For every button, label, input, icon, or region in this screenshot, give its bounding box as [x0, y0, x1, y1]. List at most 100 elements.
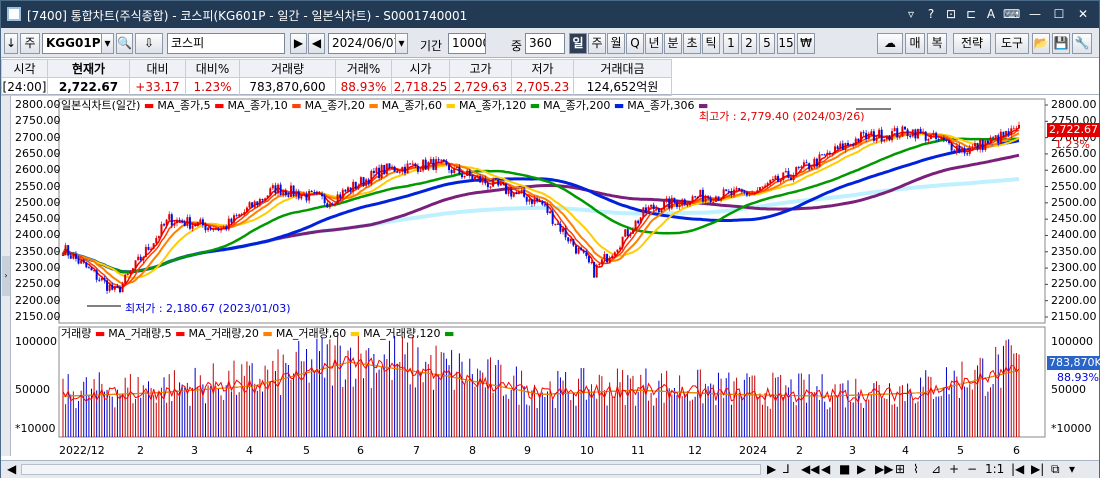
stock-type-button[interactable]: 주 [20, 33, 40, 54]
price-ytick-right: 2400.00 [1051, 228, 1097, 242]
legend-item[interactable]: MA_종가,10 ▬ [227, 99, 301, 112]
zoom-in-button[interactable]: + [949, 462, 960, 476]
legend-item[interactable]: 거래량 ▬ [61, 327, 105, 340]
bracket-button[interactable]: ⅃ [783, 462, 790, 476]
dropdown-icon[interactable]: ▿ [907, 7, 915, 21]
interval-1-button[interactable]: 1 [723, 33, 739, 54]
price-ytick-left: 2150.00 [15, 310, 61, 323]
period-year-button[interactable]: 년 [645, 33, 663, 54]
interval-5-button[interactable]: 5 [759, 33, 775, 54]
legend-item[interactable]: MA_거래량,5 ▬ [108, 327, 185, 340]
candle-body [435, 159, 438, 170]
folder-icon[interactable]: 📂 [1032, 33, 1050, 54]
scroll-track[interactable] [21, 464, 761, 475]
one-to-one-button[interactable]: 1:1 [985, 462, 1005, 476]
legend-item[interactable]: MA_종가,306 ▬ [627, 99, 708, 112]
name-input[interactable]: 코스피 [167, 33, 285, 54]
interval-15-button[interactable]: 15 [777, 33, 795, 54]
candle-body [968, 147, 971, 154]
period-month-button[interactable]: 월 [607, 33, 625, 54]
legend-item[interactable]: MA_거래량,120 ▬ [363, 327, 454, 340]
link-icon[interactable]: ⊡ [945, 7, 957, 21]
font-icon[interactable]: A [986, 7, 996, 21]
cloud-icon[interactable]: ☁ [877, 33, 903, 54]
quote-open: 2,718.25 [391, 77, 450, 96]
down-arrow-button[interactable]: ↓ [4, 33, 18, 54]
tools-button[interactable]: 도구 [995, 33, 1029, 54]
help-icon[interactable]: ? [927, 7, 935, 21]
date-input[interactable]: 2024/06/07 [328, 33, 396, 54]
search-icon[interactable]: 🔍 [116, 33, 133, 54]
scroll-left-button[interactable]: ◀ [7, 462, 17, 476]
code-dropdown-button[interactable]: ▾ [101, 33, 114, 54]
maximize-icon[interactable]: ☐ [1053, 7, 1065, 21]
legend-item[interactable]: MA_종가,120 ▬ [459, 99, 540, 112]
close-icon[interactable]: ✕ [1077, 7, 1089, 21]
legend-item[interactable]: 일본식차트(일간) ▬ [61, 99, 154, 112]
more-button[interactable]: ▾ [1069, 462, 1076, 476]
period-week-button[interactable]: 주 [588, 33, 606, 54]
candle-body [551, 211, 554, 225]
save-icon[interactable]: 💾 [1052, 33, 1070, 54]
layout-icon[interactable]: ⊏ [965, 7, 977, 21]
interval-2-button[interactable]: 2 [741, 33, 757, 54]
period-quarter-button[interactable]: Q [626, 33, 644, 54]
date-dropdown-button[interactable]: ▾ [395, 33, 408, 54]
rewind-button[interactable]: ◀◀ [801, 462, 820, 476]
candle-body [587, 255, 590, 263]
legend-item[interactable]: MA_종가,60 ▬ [382, 99, 456, 112]
window-button[interactable]: ⧉ [1051, 462, 1060, 476]
candle-body [391, 166, 394, 169]
strategy-button[interactable]: 전략 [953, 33, 991, 54]
last-button[interactable]: ▶| [1031, 462, 1045, 476]
candle-body [958, 145, 961, 152]
cursor-button[interactable]: ⌇ [913, 462, 919, 476]
zoom-out-button[interactable]: − [967, 462, 978, 476]
legend-item[interactable]: MA_종가,20 ▬ [305, 99, 379, 112]
legend-label: MA_거래량,5 [108, 327, 176, 340]
period-tick-button[interactable]: 틱 [702, 33, 720, 54]
candle-body [238, 214, 241, 217]
left-panel-strip[interactable]: › [1, 96, 11, 456]
candle-body [406, 163, 409, 174]
legend-swatch: ▬ [262, 327, 273, 340]
candle-body [574, 245, 577, 254]
legend-item[interactable]: MA_거래량,60 ▬ [276, 327, 360, 340]
candle-body [1007, 130, 1010, 136]
chart-canvas[interactable] [1, 1, 1099, 460]
period-input[interactable]: 10000 [448, 33, 486, 54]
candle-body [137, 256, 140, 261]
legend-label: MA_종가,20 [304, 99, 369, 112]
draw-button[interactable]: ⊿ [931, 462, 942, 476]
first-button[interactable]: |◀ [1011, 462, 1025, 476]
next-button[interactable]: ▶ [290, 33, 307, 54]
period-day-button[interactable]: 일 [569, 33, 587, 54]
scroll-right-button[interactable]: ▶ [767, 462, 777, 476]
currency-button[interactable]: ₩ [797, 33, 815, 54]
period-minute-button[interactable]: 분 [664, 33, 682, 54]
keyboard-icon[interactable]: ⌨ [1003, 7, 1021, 21]
play-button[interactable]: ▶ [857, 462, 867, 476]
wrench-icon[interactable]: 🔧 [1072, 33, 1092, 54]
code-input[interactable]: KGG01P [42, 33, 102, 54]
legend-item[interactable]: MA_종가,5 ▬ [157, 99, 224, 112]
settings-button[interactable]: ⇩ [135, 33, 163, 54]
expand-handle[interactable]: › [2, 256, 10, 296]
multi-button[interactable]: 복 [927, 33, 947, 54]
legend-swatch: ▬ [143, 99, 155, 112]
period-second-button[interactable]: 초 [683, 33, 701, 54]
candle-body [603, 254, 606, 260]
stop-button[interactable]: ■ [839, 462, 851, 476]
minimize-icon[interactable]: — [1029, 7, 1041, 21]
legend-item[interactable]: MA_거래량,20 ▬ [189, 327, 273, 340]
candle-body [948, 140, 951, 144]
fast-forward-button[interactable]: ▶▶ [875, 462, 894, 476]
display-count-input[interactable]: 360 [525, 33, 565, 54]
back-button[interactable]: ◀ [821, 462, 831, 476]
buy-button[interactable]: 매 [905, 33, 925, 54]
prev-button[interactable]: ◀ [308, 33, 325, 54]
quote-change: +33.17 [129, 77, 186, 96]
grid-button[interactable]: ⊞ [895, 462, 906, 476]
legend-item[interactable]: MA_종가,200 ▬ [543, 99, 624, 112]
candle-body [341, 189, 344, 198]
